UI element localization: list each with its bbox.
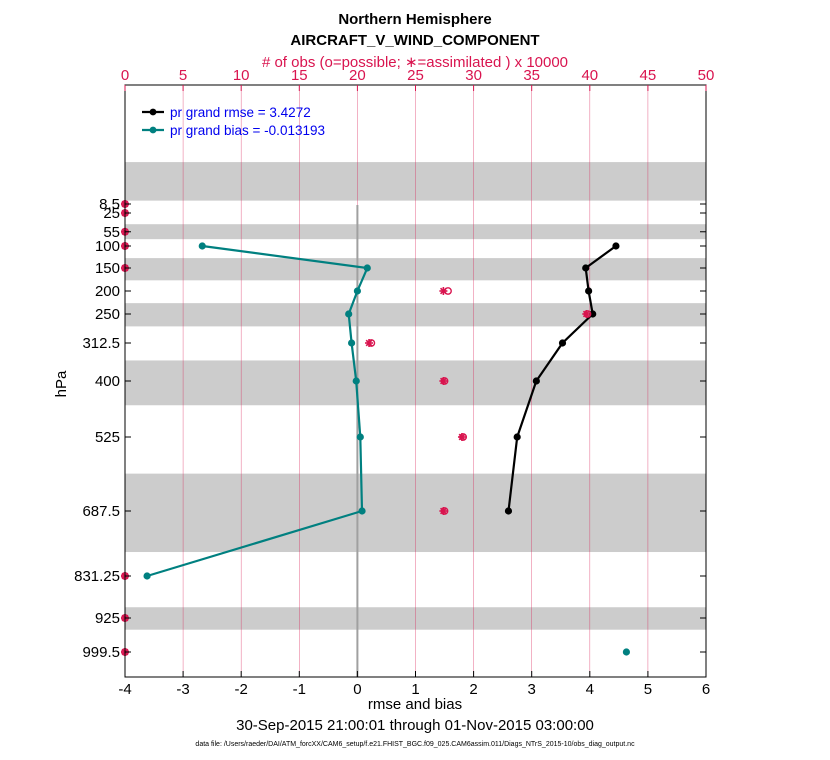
chart-subtitle: AIRCRAFT_V_WIND_COMPONENT: [290, 32, 539, 49]
top-x-tick-label: 10: [233, 67, 250, 84]
y-tick-label: 525: [95, 429, 120, 446]
bias-point: [622, 648, 631, 656]
top-x-tick-label: 25: [407, 67, 424, 84]
top-x-tick-label: 50: [698, 67, 715, 84]
rmse-line: [507, 245, 617, 512]
star-stroke: [458, 433, 466, 441]
y-tick-label: 250: [95, 306, 120, 323]
top-x-tick-label: 0: [121, 67, 129, 84]
bias-point: [358, 507, 366, 515]
obs-assimilated-point: [439, 377, 448, 385]
legend-marker-bias: [149, 126, 157, 134]
y-tick-label: 400: [95, 373, 120, 390]
top-x-tick-label: 35: [523, 67, 540, 84]
rmse-point: [585, 287, 593, 295]
top-x-tick-label: 5: [179, 67, 187, 84]
bias-point: [198, 242, 206, 250]
rmse-point: [558, 339, 567, 347]
y-tick-label: 687.5: [82, 503, 120, 520]
plot-area: -4 -3 -2 -1 0 1 2 3 4 5 60 5 10 15 20 25 30 35 40 45 508.525…: [74, 67, 714, 698]
top-axis-label: # of obs (o=possible; ∗=assimilated ) x …: [262, 54, 568, 71]
x-tick-label: 0: [353, 681, 361, 698]
y-tick-label: 999.5: [82, 644, 120, 661]
obs-assimilated-point: [457, 433, 466, 441]
y-tick-label: 925: [95, 610, 120, 627]
obs-assimilated-point: [582, 310, 591, 318]
star-stroke: [365, 339, 373, 347]
bias-point: [353, 287, 361, 295]
x-tick-label: 3: [528, 681, 536, 698]
y-tick-label: 312.5: [82, 335, 120, 352]
top-x-tick-label: 15: [291, 67, 308, 84]
y-tick-label: 831.25: [74, 568, 120, 585]
obs-assimilated-point: [365, 339, 374, 347]
chart-title: Northern Hemisphere: [338, 11, 491, 28]
x-tick-label: -3: [176, 681, 189, 698]
rmse-point: [582, 264, 590, 272]
top-x-tick-label: 45: [640, 67, 657, 84]
bias-point: [143, 572, 151, 580]
top-x-tick-label: 30: [465, 67, 482, 84]
star-stroke: [439, 377, 447, 385]
star-stroke: [439, 287, 447, 295]
bias-point: [356, 433, 364, 441]
top-x-tick-label: 20: [349, 67, 366, 84]
x-tick-label: -4: [118, 681, 131, 698]
bias-point: [352, 377, 360, 385]
star-stroke: [439, 507, 447, 515]
star-stroke: [582, 310, 590, 318]
x-tick-label: -2: [235, 681, 248, 698]
top-x-tick-label: 40: [581, 67, 598, 84]
rmse-point: [532, 377, 540, 385]
bias-point: [363, 264, 371, 272]
bias-point: [347, 339, 356, 347]
obs-assimilated-point: [439, 507, 448, 515]
legend-label-bias: pr grand bias = -0.013193: [170, 123, 325, 138]
date-range: 30-Sep-2015 21:00:01 through 01-Nov-2015…: [236, 717, 594, 734]
y-tick-label: 25: [103, 205, 120, 222]
bias-point: [345, 310, 353, 318]
legend-label-rmse: pr grand rmse = 3.4272: [170, 105, 311, 120]
y-tick-label: 200: [95, 283, 120, 300]
data-file-footnote: data file: /Users/raeder/DAI/ATM_forcXX/…: [195, 741, 635, 748]
legend-marker-rmse: [149, 108, 157, 116]
rmse-point: [612, 242, 620, 250]
x-tick-label: 5: [644, 681, 652, 698]
x-tick-label: -1: [293, 681, 306, 698]
y-axis-label: hPa: [53, 370, 70, 397]
x-tick-label: 2: [469, 681, 477, 698]
y-tick-label: 55: [103, 224, 120, 241]
y-tick-label: 100: [95, 238, 120, 255]
x-axis-label: rmse and bias: [368, 696, 462, 713]
rmse-point: [513, 433, 521, 441]
y-tick-label: 8.5: [99, 196, 120, 213]
y-tick-label: 150: [95, 260, 120, 277]
rmse-point: [504, 507, 513, 515]
x-tick-label: 1: [411, 681, 419, 698]
x-tick-label: 4: [586, 681, 594, 698]
x-tick-label: 6: [702, 681, 710, 698]
obs-assimilated-point: [439, 287, 448, 295]
